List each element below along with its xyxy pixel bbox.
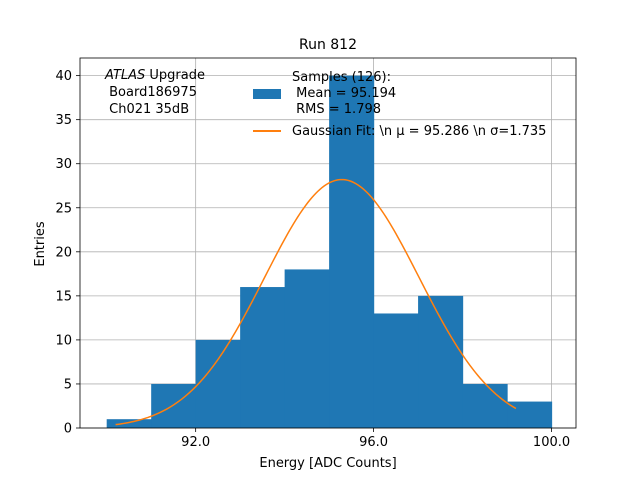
y-tick-label: 15 (55, 289, 72, 304)
legend-fit-label: Gaussian Fit: \n μ = 95.286 \n σ=1.735 (292, 124, 546, 139)
histogram-bar (106, 419, 152, 428)
x-tick-label: 96.0 (359, 435, 388, 450)
legend: Samples (126): Mean = 95.194 RMS = 1.798… (253, 70, 546, 139)
y-tick-label: 40 (55, 69, 72, 84)
histogram-bars (106, 75, 553, 428)
histogram-bar (240, 287, 286, 428)
gaussian-fit-curve (115, 178, 517, 426)
histogram-bar (507, 401, 553, 428)
y-tick-label: 10 (55, 333, 72, 348)
legend-samples-title: Samples (126): (292, 70, 391, 85)
y-tick-label: 20 (55, 245, 72, 260)
histogram-bar (284, 269, 330, 428)
legend-samples-rms: RMS = 1.798 (292, 102, 381, 117)
channel-label: Ch021 35dB (105, 102, 189, 117)
y-tick-label: 5 (64, 377, 72, 392)
histogram-bar (195, 339, 241, 428)
y-axis-ticks: 0 5 10 15 20 25 30 35 40 (55, 69, 80, 437)
atlas-upgrade-text: Upgrade (145, 68, 205, 83)
x-axis-ticks: 92.0 96.0 100.0 (181, 428, 570, 450)
histogram-bar (418, 295, 464, 428)
y-axis-label: Entries (33, 221, 48, 267)
legend-samples-mean: Mean = 95.194 (292, 86, 396, 101)
atlas-annotation: ATLAS Upgrade Board186975 Ch021 35dB (104, 68, 205, 117)
chart-title: Run 812 (299, 37, 357, 53)
board-label: Board186975 (105, 85, 197, 100)
x-axis-label: Energy [ADC Counts] (259, 456, 396, 471)
y-tick-label: 0 (64, 422, 72, 437)
plot-frame (79, 57, 577, 429)
histogram-bar (462, 383, 508, 428)
legend-samples-swatch (253, 89, 281, 99)
y-tick-label: 35 (55, 113, 72, 128)
histogram-bar (329, 75, 375, 428)
x-tick-label: 100.0 (533, 435, 570, 450)
atlas-label: ATLAS Upgrade (104, 68, 205, 83)
atlas-italic-text: ATLAS (104, 68, 145, 83)
y-tick-label: 30 (55, 157, 72, 172)
y-tick-label: 25 (55, 201, 72, 216)
histogram-bar (151, 383, 197, 428)
histogram-bar (373, 313, 419, 428)
x-tick-label: 92.0 (181, 435, 210, 450)
